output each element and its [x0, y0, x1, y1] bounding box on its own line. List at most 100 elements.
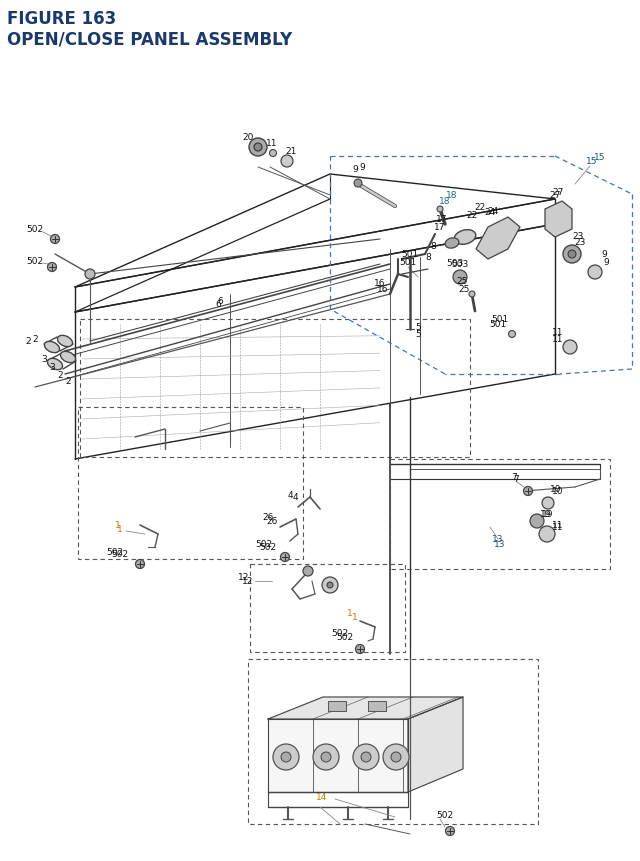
Text: 23: 23: [572, 232, 584, 241]
Text: 501: 501: [399, 258, 417, 267]
Circle shape: [563, 341, 577, 355]
Text: 26: 26: [262, 513, 274, 522]
Text: 15: 15: [595, 152, 605, 161]
Bar: [248, 660, 538, 824]
Text: 12: 12: [238, 573, 250, 582]
Text: 11: 11: [552, 335, 564, 344]
Circle shape: [361, 753, 371, 762]
Circle shape: [524, 487, 532, 496]
Ellipse shape: [58, 336, 72, 347]
Text: 27: 27: [549, 191, 561, 201]
Text: 19: 19: [540, 510, 552, 519]
Text: 8: 8: [430, 242, 436, 251]
Text: 24: 24: [484, 208, 495, 217]
Circle shape: [321, 753, 331, 762]
Circle shape: [568, 251, 576, 258]
Text: 502: 502: [26, 257, 44, 266]
Circle shape: [542, 498, 554, 510]
Circle shape: [445, 827, 454, 835]
Bar: [390, 460, 610, 569]
Text: 9: 9: [601, 251, 607, 259]
Text: 4: 4: [292, 493, 298, 502]
Circle shape: [136, 560, 145, 569]
Text: 501: 501: [401, 251, 419, 259]
Text: 502: 502: [436, 810, 454, 820]
Text: 3: 3: [49, 363, 55, 372]
Text: 13: 13: [492, 535, 504, 544]
Circle shape: [322, 578, 338, 593]
Text: 1: 1: [347, 609, 353, 618]
Circle shape: [453, 270, 467, 285]
Circle shape: [327, 582, 333, 588]
Text: 6: 6: [217, 297, 223, 307]
Text: 15: 15: [586, 158, 598, 166]
Text: 8: 8: [425, 253, 431, 263]
Circle shape: [313, 744, 339, 770]
Bar: [368, 701, 386, 711]
Text: 3: 3: [41, 355, 47, 364]
Text: 22: 22: [474, 203, 486, 213]
Polygon shape: [476, 218, 520, 260]
Text: 7: 7: [513, 475, 519, 484]
Text: 502: 502: [26, 226, 44, 234]
Text: 5: 5: [415, 330, 421, 339]
Text: 16: 16: [377, 285, 388, 294]
Circle shape: [530, 514, 544, 529]
Text: 9: 9: [352, 165, 358, 174]
Text: 20: 20: [243, 133, 253, 142]
Circle shape: [281, 753, 291, 762]
Circle shape: [303, 567, 313, 576]
Circle shape: [509, 331, 515, 338]
Text: 7: 7: [511, 473, 517, 482]
Text: 9: 9: [603, 258, 609, 267]
Text: 18: 18: [439, 197, 451, 207]
Text: 501: 501: [490, 320, 507, 329]
Text: 25: 25: [458, 285, 470, 294]
Text: 14: 14: [316, 793, 328, 802]
Bar: [78, 407, 303, 560]
Ellipse shape: [44, 342, 60, 353]
Text: 27: 27: [552, 189, 564, 197]
Text: 502: 502: [255, 540, 273, 548]
Text: 11: 11: [552, 521, 564, 530]
Bar: [250, 564, 405, 653]
Text: 502: 502: [332, 629, 349, 638]
Ellipse shape: [445, 238, 459, 249]
Text: 5: 5: [415, 323, 421, 332]
Text: 11: 11: [266, 139, 278, 148]
Circle shape: [588, 266, 602, 280]
Text: 1: 1: [352, 613, 358, 622]
Text: 1: 1: [117, 525, 123, 534]
Circle shape: [254, 144, 262, 152]
Circle shape: [391, 753, 401, 762]
Text: 502: 502: [111, 550, 129, 559]
Polygon shape: [545, 201, 572, 238]
Text: 4: 4: [287, 491, 293, 500]
Circle shape: [437, 207, 443, 213]
Polygon shape: [268, 697, 463, 719]
Text: 24: 24: [488, 208, 499, 216]
Text: 21: 21: [285, 147, 297, 157]
Text: 9: 9: [359, 163, 365, 171]
Text: 502: 502: [337, 633, 353, 641]
Text: 13: 13: [494, 540, 506, 548]
Text: 25: 25: [456, 277, 468, 286]
Text: 17: 17: [435, 223, 445, 232]
Bar: [328, 701, 346, 711]
Text: 19: 19: [542, 510, 554, 519]
Text: 2: 2: [32, 335, 38, 344]
Text: 11: 11: [552, 328, 564, 338]
Text: 11: 11: [552, 523, 564, 532]
Text: 502: 502: [259, 543, 276, 552]
Circle shape: [281, 156, 293, 168]
Text: 503: 503: [446, 259, 463, 268]
Text: 502: 502: [106, 548, 124, 557]
Text: 22: 22: [467, 211, 477, 220]
Ellipse shape: [454, 231, 476, 245]
Text: 503: 503: [451, 260, 468, 269]
Circle shape: [469, 292, 475, 298]
Circle shape: [383, 744, 409, 770]
Text: 17: 17: [436, 215, 448, 224]
Text: 16: 16: [374, 279, 386, 288]
Bar: [80, 319, 470, 457]
